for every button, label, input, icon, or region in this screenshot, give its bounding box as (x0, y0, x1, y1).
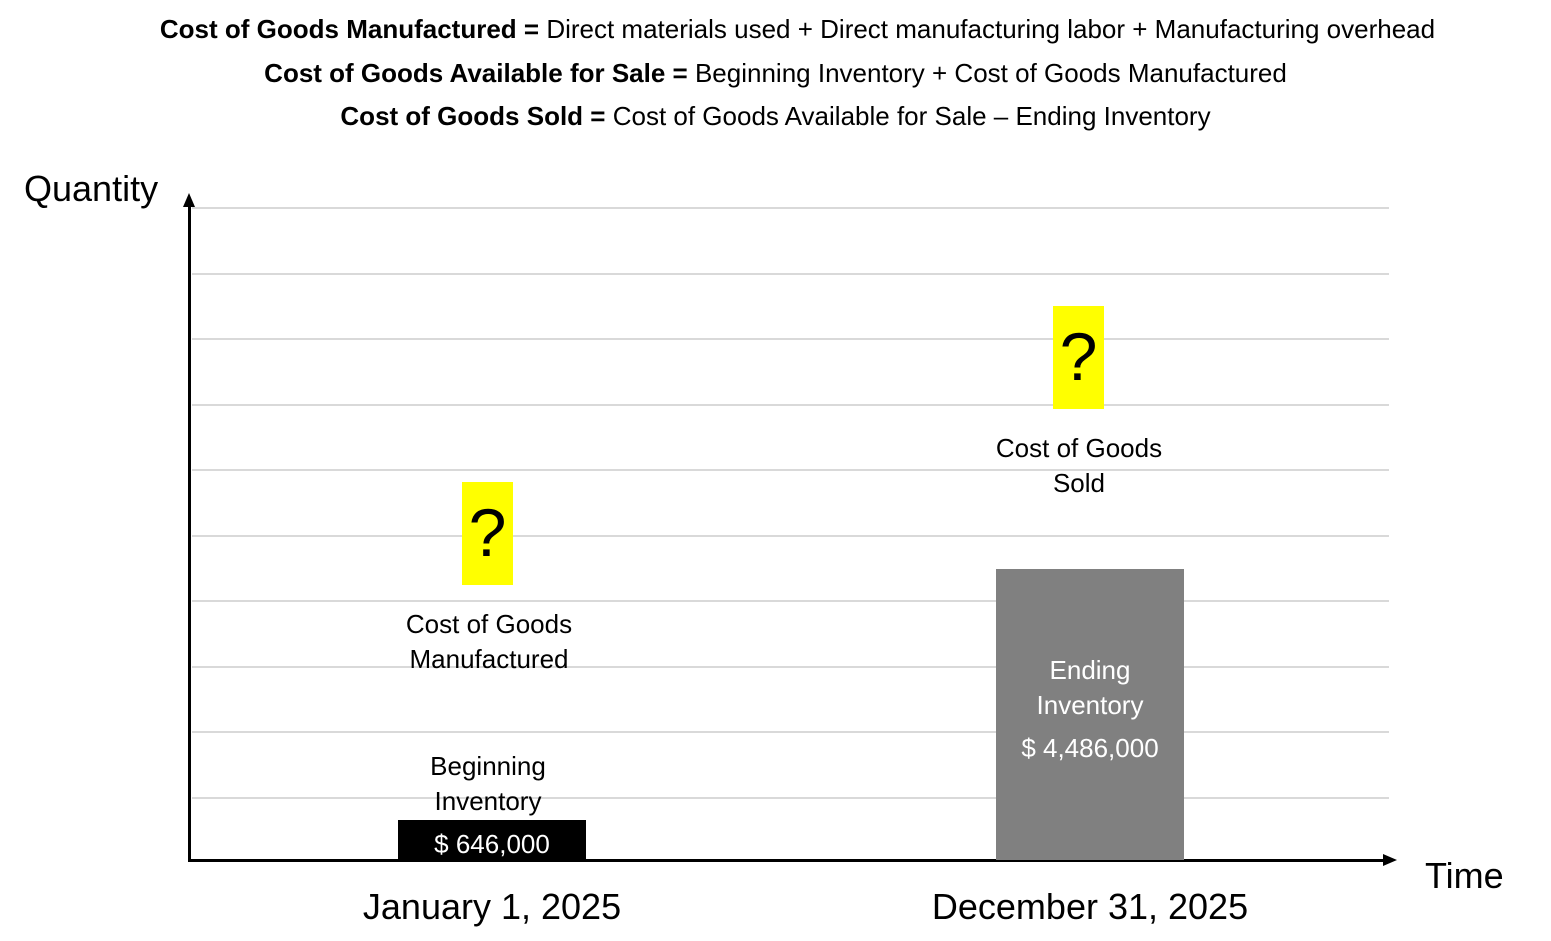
x-axis-title: Time (1425, 855, 1504, 896)
beginning-inventory-bar (398, 820, 586, 860)
cogm-caption: Cost of Goods (405, 609, 573, 639)
cogs-unknown-question-mark: ? (1053, 306, 1104, 409)
y-axis-line (188, 204, 191, 862)
y-axis-title: Quantity (24, 168, 159, 209)
gridline (192, 600, 1389, 602)
ending-inventory-bar (996, 569, 1184, 860)
formula-term: Cost of Goods Available for Sale = (264, 58, 688, 88)
x-axis-line (188, 859, 1384, 862)
formula-expression: Direct materials used + Direct manufactu… (546, 14, 1436, 44)
ending-inventory-value: $ 4,486,000 (1021, 733, 1159, 763)
beginning-inventory-value: $ 646,000 (434, 829, 550, 859)
formula-cost-of-goods-sold: Cost of Goods Sold = Cost of Goods Avail… (0, 101, 1551, 131)
ending-inventory-caption: Ending (1049, 655, 1131, 685)
cogm-unknown-question-mark: ? (462, 482, 513, 585)
formula-cost-of-goods-available-for-sale: Cost of Goods Available for Sale = Begin… (0, 58, 1551, 88)
gridline (192, 338, 1389, 340)
formula-term: Cost of Goods Sold = (340, 101, 606, 131)
cogs-caption: Cost of Goods (995, 433, 1163, 463)
gridline (192, 535, 1389, 537)
beginning-inventory-caption: Beginning (430, 751, 546, 781)
formula-expression: Beginning Inventory + Cost of Goods Manu… (694, 58, 1287, 88)
formula-term: Cost of Goods Manufactured = (159, 14, 540, 44)
gridline (192, 404, 1389, 406)
gridline (192, 273, 1389, 275)
cogs-caption: Sold (1052, 468, 1106, 498)
gridline (192, 797, 1389, 799)
cogm-caption: Manufactured (409, 644, 569, 674)
gridline (192, 469, 1389, 471)
date-label-end: December 31, 2025 (931, 886, 1249, 927)
gridline (192, 731, 1389, 733)
formula-expression: Cost of Goods Available for Sale – Endin… (612, 101, 1211, 131)
ending-inventory-caption: Inventory (1036, 690, 1144, 720)
formula-cost-of-goods-manufactured: Cost of Goods Manufactured = Direct mate… (22, 14, 1551, 44)
x-axis-arrowhead (1383, 854, 1397, 866)
beginning-inventory-caption: Inventory (434, 786, 542, 816)
y-axis-arrowhead (183, 193, 195, 207)
gridline (192, 207, 1389, 209)
date-label-start: January 1, 2025 (362, 886, 622, 927)
gridline (192, 666, 1389, 668)
